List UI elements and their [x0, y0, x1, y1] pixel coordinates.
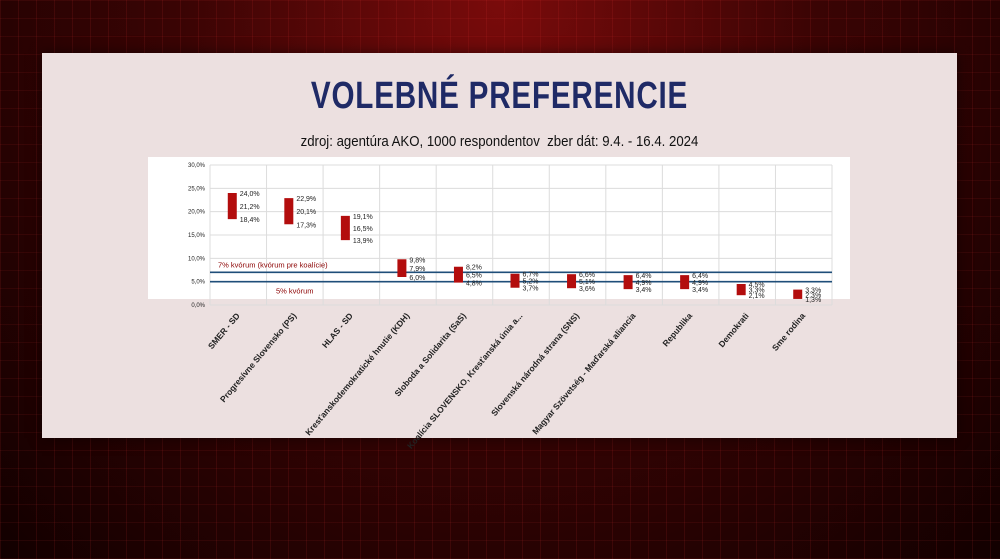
data-label-low: 3,4% [636, 287, 652, 294]
y-tick-label: 20,0% [188, 210, 206, 216]
data-label-low: 3,6% [579, 286, 595, 293]
y-tick-label: 15,0% [188, 233, 206, 239]
data-label-mid: 5,2% [523, 279, 539, 286]
range-bar [227, 193, 237, 220]
data-label-high: 19,1% [353, 214, 373, 221]
category-label: Kresťanskodemokratické hnutie (KDH) [303, 311, 411, 438]
threshold-label-7: 7% kvórum (kvórum pre koalície) [218, 260, 328, 269]
range-bar [340, 215, 350, 241]
data-label-high: 6,4% [692, 273, 708, 280]
data-label-low: 2,1% [749, 293, 765, 300]
y-tick-label: 5,0% [191, 280, 205, 286]
threshold-label-5: 5% kvórum [276, 287, 314, 296]
data-label-high: 6,6% [579, 272, 595, 279]
chart-subtitle: zdroj: agentúra AKO, 1000 respondentov z… [300, 133, 699, 150]
category-label: SMER - SD [206, 311, 242, 351]
data-label-high: 4,5% [749, 282, 765, 289]
data-label-mid: 7,9% [409, 266, 425, 273]
data-label-high: 8,2% [466, 265, 482, 272]
y-tick-label: 30,0% [188, 163, 206, 169]
data-label-low: 4,8% [466, 281, 482, 288]
chart-title: VOLEBNÉ PREFERENCIE [310, 75, 689, 117]
range-bar [793, 289, 803, 299]
y-tick-label: 0,0% [191, 303, 205, 309]
range-bar [736, 284, 746, 296]
data-label-high: 22,9% [296, 196, 316, 203]
range-bar [623, 275, 633, 290]
data-label-mid: 20,1% [296, 209, 316, 216]
data-label-low: 17,3% [296, 222, 316, 229]
data-label-mid: 2,3% [805, 292, 821, 299]
data-label-high: 3,3% [805, 288, 821, 295]
data-label-low: 1,3% [805, 297, 821, 304]
data-label-low: 18,4% [240, 217, 260, 224]
data-label-low: 13,9% [353, 238, 373, 245]
data-label-mid: 4,9% [692, 280, 708, 287]
category-label: Koalícia SLOVENSKO, Kresťanská únia a... [405, 311, 525, 451]
y-tick-label: 25,0% [188, 186, 206, 192]
range-bar [397, 259, 407, 277]
category-label: Republika [660, 311, 694, 349]
data-label-high: 9,8% [409, 257, 425, 264]
range-bar [284, 198, 294, 225]
data-label-mid: 5,1% [579, 279, 595, 286]
plot-area [148, 157, 850, 299]
range-bar [453, 266, 463, 283]
data-label-high: 6,4% [636, 273, 652, 280]
range-bar [510, 273, 520, 288]
category-label: Sme rodina [770, 311, 808, 353]
data-label-low: 3,7% [523, 286, 539, 293]
data-label-mid: 16,5% [353, 226, 373, 233]
data-label-high: 24,0% [240, 191, 260, 198]
data-label-mid: 4,9% [636, 280, 652, 287]
category-label: HLAS - SD [320, 311, 355, 350]
range-bar [680, 275, 690, 290]
category-label: Demokrati [716, 311, 750, 349]
data-label-mid: 6,5% [466, 273, 482, 280]
data-label-low: 3,4% [692, 287, 708, 294]
category-label: Magyar Szövetség - Maďarská aliancia [530, 311, 638, 437]
range-bar [567, 274, 577, 289]
y-tick-label: 10,0% [188, 256, 206, 262]
data-label-mid: 21,2% [240, 204, 260, 211]
data-label-high: 6,7% [523, 272, 539, 279]
data-label-mid: 3,3% [749, 288, 765, 295]
data-label-low: 6,0% [409, 275, 425, 282]
